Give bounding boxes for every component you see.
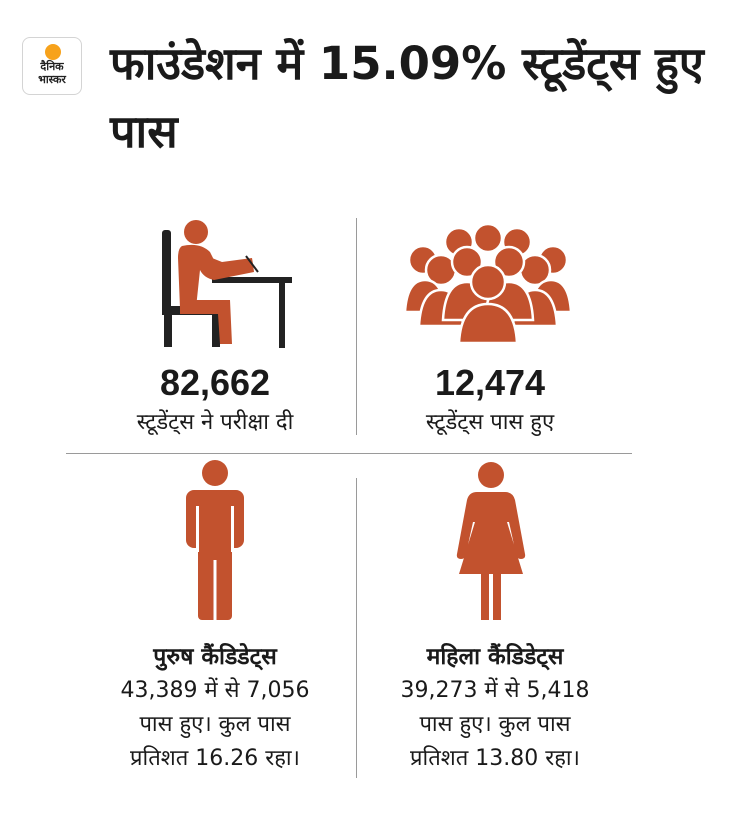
female-candidates-heading: महिला कैंडिडेट्स	[426, 644, 564, 670]
female-candidates-line2: पास हुए। कुल पास	[419, 712, 571, 737]
male-candidates-heading: पुरुष कैंडिडेट्स	[153, 644, 277, 670]
divider-horizontal	[66, 453, 632, 454]
sun-icon	[45, 44, 61, 60]
male-candidates-line2: पास हुए। कुल पास	[139, 712, 291, 737]
page-title: फाउंडेशन में 15.09% स्टूडेंट्स हुए पास	[110, 37, 704, 158]
passed-label: स्टूडेंट्स पास हुए	[425, 410, 555, 435]
male-candidates-line3: प्रतिशत 16.26 रहा।	[130, 746, 300, 771]
male-candidates-line1: 43,389 में से 7,056	[120, 678, 310, 703]
female-candidates-line1: 39,273 में से 5,418	[400, 678, 590, 703]
male-figure-icon	[186, 460, 244, 620]
group-people-icon	[403, 222, 573, 344]
exam-takers-count: 82,662	[159, 362, 271, 403]
divider-vertical-bottom	[356, 478, 357, 778]
logo-text-line2: भास्कर	[38, 73, 66, 86]
passed-count: 12,474	[434, 362, 546, 403]
exam-takers-label: स्टूडेंट्स ने परीक्षा दी	[136, 410, 294, 435]
female-candidates-line3: प्रतिशत 13.80 रहा।	[410, 746, 580, 771]
divider-vertical-top	[356, 218, 357, 435]
student-writing-icon	[162, 220, 292, 348]
female-figure-icon	[456, 462, 526, 620]
logo-text-line1: दैनिक	[40, 60, 64, 73]
dainik-bhaskar-logo: दैनिक भास्कर	[22, 37, 82, 95]
